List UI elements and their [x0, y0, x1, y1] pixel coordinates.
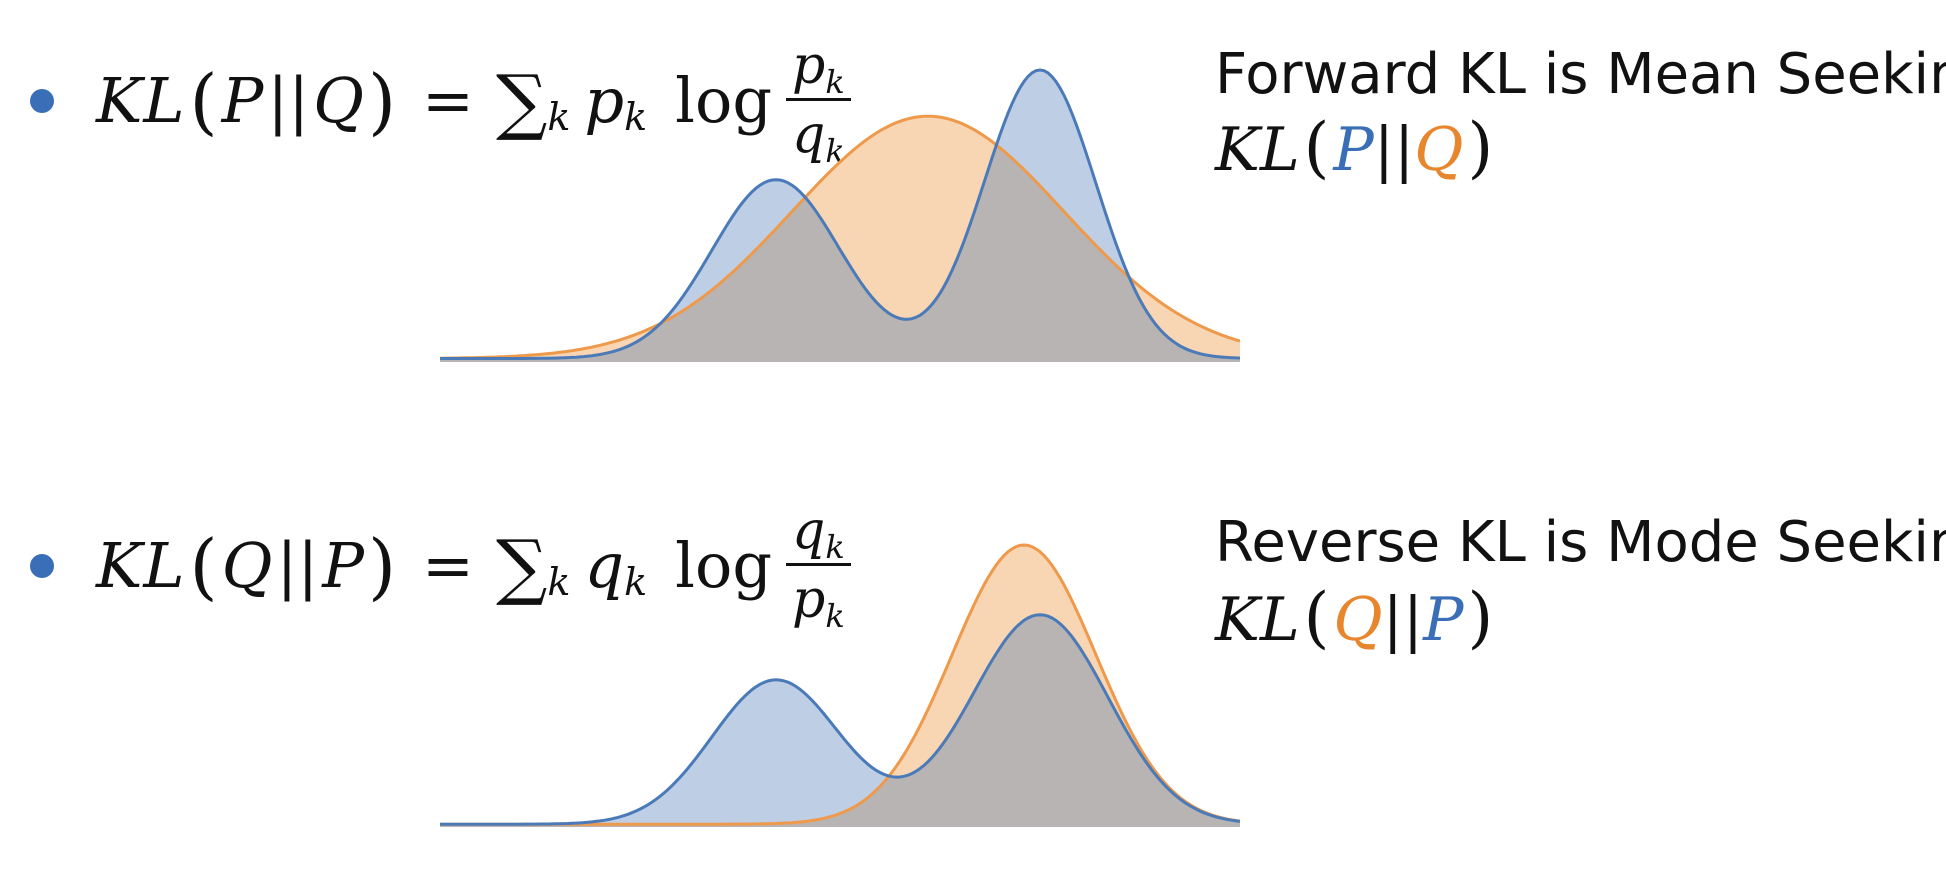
weight-index: k — [624, 559, 648, 604]
p-distribution-area — [440, 614, 1240, 827]
double-bar: || — [276, 528, 319, 602]
numerator: pk — [786, 40, 851, 98]
numerator-index: k — [825, 63, 845, 101]
forward-kl-notation: KL(P||Q) — [1215, 115, 1497, 181]
forward-kl-plot — [440, 68, 1240, 362]
denominator-var: q — [792, 105, 826, 165]
reverse-kl-title: Reverse KL is Mode Seeking — [1215, 510, 1946, 575]
log-function: log — [675, 63, 773, 137]
kl-arg-second: P — [1423, 585, 1464, 655]
denominator-index: k — [825, 597, 845, 635]
close-paren: ) — [367, 58, 397, 143]
equals-sign: = — [422, 528, 474, 602]
double-bar: || — [267, 63, 310, 137]
close-paren: ) — [1467, 109, 1494, 186]
sum-index: k — [547, 94, 571, 139]
numerator-index: k — [825, 528, 845, 566]
kl-arg-second: Q — [313, 63, 364, 137]
kl-arg-second: P — [322, 528, 364, 602]
fraction: pk qk — [786, 40, 851, 167]
sum-sign: ∑ — [495, 58, 548, 143]
kl-arg-first: P — [1333, 115, 1374, 185]
denominator: qk — [786, 98, 851, 167]
kl-function: KL — [96, 528, 186, 602]
denominator: pk — [786, 563, 851, 632]
denominator-index: k — [825, 132, 845, 170]
kl-function: KL — [1215, 115, 1300, 185]
open-paren: ( — [1303, 109, 1330, 186]
q-distribution-area — [440, 116, 1240, 362]
bullet-icon — [30, 88, 54, 113]
close-paren: ) — [1467, 579, 1494, 656]
double-bar: || — [1373, 115, 1415, 185]
numerator: qk — [786, 505, 851, 563]
close-paren: ) — [367, 523, 397, 608]
sum-index: k — [547, 559, 571, 604]
open-paren: ( — [1303, 579, 1330, 656]
fraction: qk pk — [786, 505, 851, 632]
kl-function: KL — [96, 63, 186, 137]
weight-var: p — [584, 63, 625, 137]
kl-arg-second: Q — [1414, 115, 1464, 185]
numerator-var: q — [792, 501, 826, 561]
p-distribution-line — [440, 68, 1240, 360]
reverse-kl-notation: KL(Q||P) — [1215, 585, 1497, 651]
denominator-var: p — [792, 570, 826, 630]
p-distribution-line — [440, 613, 1240, 826]
forward-kl-title: Forward KL is Mean Seeking — [1215, 42, 1946, 107]
log-function: log — [675, 528, 773, 602]
open-paren: ( — [189, 523, 218, 608]
reverse-kl-plot — [440, 543, 1240, 827]
p-distribution-area — [440, 70, 1240, 362]
equals-sign: = — [422, 63, 474, 137]
kl-arg-first: Q — [221, 528, 273, 602]
open-paren: ( — [189, 58, 218, 143]
bullet-icon — [30, 553, 54, 578]
sum-sign: ∑ — [495, 523, 548, 608]
double-bar: || — [1382, 585, 1424, 655]
kl-function: KL — [1215, 585, 1300, 655]
kl-arg-first: Q — [1333, 585, 1383, 655]
weight-index: k — [624, 94, 648, 139]
q-distribution-line — [440, 114, 1240, 360]
numerator-var: p — [792, 36, 826, 96]
weight-var: q — [584, 528, 625, 602]
kl-arg-first: P — [221, 63, 264, 137]
